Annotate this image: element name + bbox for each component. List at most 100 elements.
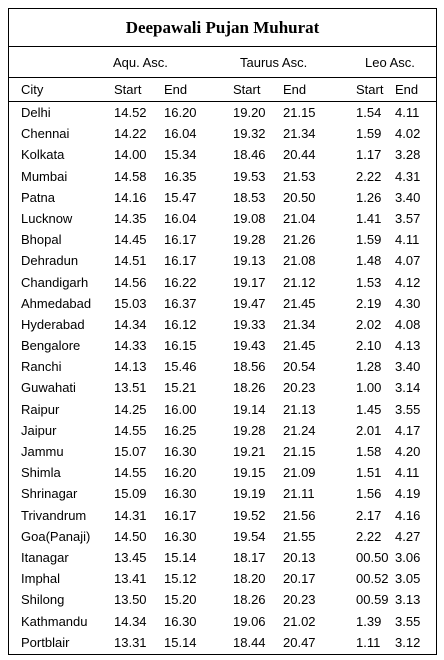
ascendant-leo: Leo Asc. [365,55,415,70]
cell-taurus-start: 19.17 [233,274,266,290]
table-row: Bhopal 14.45 16.17 19.28 21.26 1.59 4.11 [9,229,436,250]
cell-taurus-end: 20.17 [283,571,316,587]
cell-taurus-start: 19.21 [233,444,266,459]
table-row: Hyderabad 14.34 16.12 19.33 21.34 2.02 4.08 [9,314,436,335]
cell-leo-end: 4.13 [395,338,421,354]
cell-leo-start: 1.51 [356,465,382,481]
column-header-taurus-start: Start [233,82,261,97]
cell-city: Chennai [21,126,70,142]
cell-taurus-end: 21.15 [283,105,316,120]
table-row: Imphal 13.41 15.12 18.20 20.17 00.52 3.05 [9,568,436,589]
column-header-row: City Start End Start End Start End [9,78,436,102]
cell-leo-end: 4.11 [395,232,420,248]
cell-leo-end: 4.20 [395,444,421,459]
cell-aqu-end: 16.20 [164,105,197,120]
cell-taurus-start: 19.15 [233,465,266,481]
cell-taurus-end: 21.55 [283,528,316,544]
cell-city: Jammu [21,444,64,459]
cell-leo-end: 4.17 [395,422,421,438]
cell-aqu-start: 14.58 [114,168,147,184]
cell-aqu-start: 14.52 [114,105,147,120]
cell-aqu-start: 13.41 [114,571,147,587]
cell-leo-start: 1.41 [356,210,382,226]
cell-leo-start: 1.00 [356,380,382,396]
table-row: Goa(Panaji) 14.50 16.30 19.54 21.55 2.22 4.27 [9,526,436,547]
cell-taurus-end: 21.45 [283,295,316,311]
cell-taurus-end: 21.53 [283,168,316,184]
cell-city: Mumbai [21,168,68,184]
cell-leo-start: 00.59 [356,592,389,608]
cell-aqu-end: 15.46 [164,359,197,375]
cell-leo-end: 3.28 [395,147,421,163]
cell-taurus-end: 21.09 [283,465,316,481]
cell-aqu-end: 16.30 [164,613,197,629]
cell-aqu-start: 14.34 [114,316,147,332]
cell-taurus-start: 19.53 [233,168,266,184]
cell-aqu-end: 16.22 [164,274,197,290]
cell-aqu-end: 16.12 [164,316,197,332]
cell-aqu-end: 16.04 [164,210,197,226]
table-row: Kolkata 14.00 15.34 18.46 20.44 1.17 3.28 [9,144,436,165]
cell-aqu-end: 16.15 [164,338,197,354]
table-row: Ahmedabad 15.03 16.37 19.47 21.45 2.19 4.30 [9,293,436,314]
cell-leo-start: 1.11 [356,634,381,650]
cell-aqu-start: 14.31 [114,507,147,523]
cell-city: Trivandrum [21,507,87,523]
cell-taurus-end: 21.08 [283,253,316,269]
table-row: Jammu 15.07 16.30 19.21 21.15 1.58 4.20 [9,441,436,462]
cell-leo-start: 00.50 [356,549,389,565]
cell-leo-end: 4.19 [395,486,421,502]
cell-taurus-start: 18.17 [233,549,266,565]
cell-leo-end: 3.57 [395,210,421,226]
cell-leo-end: 3.12 [395,634,421,650]
cell-aqu-end: 15.14 [164,549,197,565]
cell-aqu-start: 14.33 [114,338,147,354]
cell-taurus-end: 21.04 [283,210,316,226]
cell-taurus-start: 19.20 [233,105,266,120]
cell-leo-end: 3.05 [395,571,421,587]
cell-aqu-start: 14.51 [114,253,147,269]
cell-aqu-start: 14.00 [114,147,147,163]
cell-leo-start: 1.54 [356,105,382,120]
cell-taurus-start: 19.32 [233,126,266,142]
cell-aqu-end: 16.20 [164,465,197,481]
cell-aqu-start: 14.25 [114,401,147,417]
table-row: Mumbai 14.58 16.35 19.53 21.53 2.22 4.31 [9,166,436,187]
cell-leo-end: 4.02 [395,126,421,142]
cell-aqu-start: 15.09 [114,486,147,502]
cell-aqu-end: 15.14 [164,634,197,650]
cell-city: Dehradun [21,253,79,269]
cell-city: Kathmandu [21,613,88,629]
cell-leo-start: 2.01 [356,422,382,438]
cell-aqu-start: 14.34 [114,613,147,629]
cell-leo-end: 4.16 [395,507,421,523]
cell-leo-start: 00.52 [356,571,389,587]
cell-leo-end: 4.12 [395,274,421,290]
cell-city: Jaipur [21,422,57,438]
cell-leo-end: 3.40 [395,189,421,205]
cell-leo-end: 4.27 [395,528,421,544]
cell-taurus-end: 20.13 [283,549,316,565]
cell-taurus-end: 20.50 [283,189,316,205]
cell-aqu-start: 14.22 [114,126,147,142]
cell-taurus-end: 20.44 [283,147,316,163]
table-row: Ranchi 14.13 15.46 18.56 20.54 1.28 3.40 [9,356,436,377]
column-header-leo-end: End [395,82,419,97]
cell-aqu-start: 13.51 [114,380,147,396]
cell-aqu-start: 13.50 [114,592,147,608]
cell-taurus-start: 18.56 [233,359,266,375]
table-row: Bengalore 14.33 16.15 19.43 21.45 2.10 4.13 [9,335,436,356]
cell-aqu-start: 14.35 [114,210,147,226]
ascendant-aquarius: Aqu. Asc. [113,55,168,70]
cell-aqu-start: 15.07 [114,444,147,459]
cell-city: Ranchi [21,359,62,375]
table-row: Raipur 14.25 16.00 19.14 21.13 1.45 3.55 [9,399,436,420]
cell-leo-end: 3.14 [395,380,421,396]
cell-taurus-start: 19.14 [233,401,266,417]
cell-leo-end: 3.13 [395,592,421,608]
cell-leo-end: 4.11 [395,465,420,481]
table-row: Patna 14.16 15.47 18.53 20.50 1.26 3.40 [9,187,436,208]
cell-aqu-end: 16.25 [164,422,197,438]
cell-taurus-start: 18.26 [233,380,266,396]
cell-leo-end: 3.40 [395,359,421,375]
